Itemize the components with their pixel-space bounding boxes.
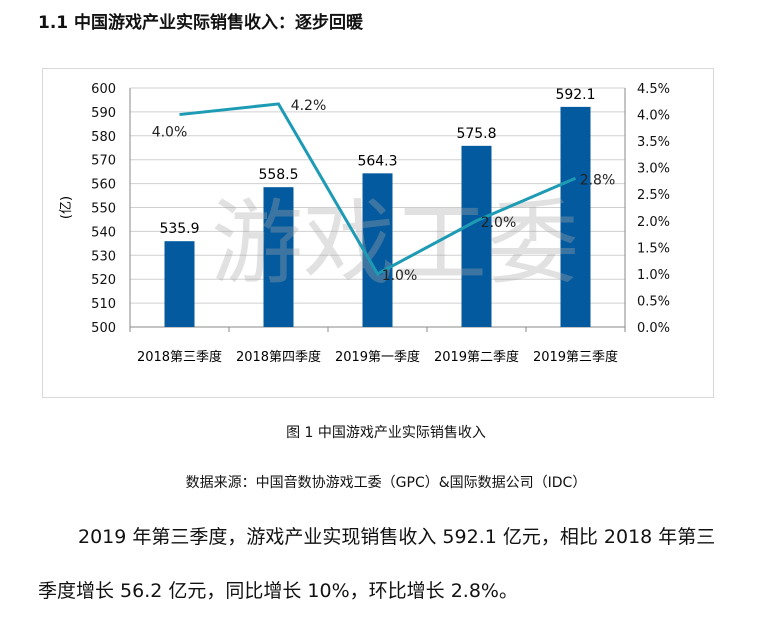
y2-tick-label: 4.0% <box>637 109 670 124</box>
bar-data-label: 575.8 <box>456 126 496 142</box>
x-tick-label: 2019第二季度 <box>434 349 519 365</box>
y-tick-label: 510 <box>91 297 116 312</box>
bar <box>461 145 492 327</box>
y-tick-label: 580 <box>91 130 116 145</box>
watermark: 游戏工委 <box>211 190 579 297</box>
data-source: 数据来源：中国音数协游戏工委（GPC）&国际数据公司（IDC） <box>185 475 587 491</box>
y2-tick-label: 3.5% <box>637 135 670 150</box>
line-data-label: 1.0% <box>382 268 418 284</box>
bar-data-label: 592.1 <box>555 87 595 103</box>
y2-tick-label: 0.5% <box>637 294 670 309</box>
chart-frame <box>42 68 714 398</box>
paragraph-line-2: 季度增长 56.2 亿元，同比增长 10%，环比增长 2.8%。 <box>38 580 518 602</box>
line-data-label: 2.0% <box>481 215 517 231</box>
bar <box>164 241 195 327</box>
line-data-label: 4.0% <box>152 125 188 141</box>
x-tick-label: 2019第三季度 <box>533 349 618 365</box>
y2-tick-label: 1.0% <box>637 268 670 283</box>
x-tick-label: 2018第三季度 <box>137 349 222 365</box>
line-data-label: 4.2% <box>291 98 327 114</box>
bar <box>263 187 294 327</box>
y2-tick-label: 0.0% <box>637 321 670 336</box>
y-tick-label: 590 <box>91 106 116 121</box>
chart: 500 510 520 530 540 550 560 570 580 590 600 0.0% 0.5… <box>59 82 670 365</box>
growth-line <box>179 102 577 276</box>
line-data-label: 2.8% <box>580 172 616 188</box>
section-heading: 1.1 中国游戏产业实际销售收入：逐步回暖 <box>38 13 364 33</box>
y-tick-label: 560 <box>91 178 116 193</box>
y-tick-label: 540 <box>91 225 116 240</box>
y2-tick-label: 1.5% <box>637 241 670 256</box>
y-tick-label: 600 <box>91 82 116 97</box>
bar-data-label: 535.9 <box>159 221 199 237</box>
bar <box>362 173 393 327</box>
paragraph-line-1: 2019 年第三季度，游戏产业实现销售收入 592.1 亿元，相比 2018 年… <box>78 526 716 548</box>
y2-tick-label: 4.5% <box>637 82 670 97</box>
bar-data-label: 558.5 <box>258 167 298 183</box>
figure-caption: 图 1 中国游戏产业实际销售收入 <box>286 425 486 441</box>
y-tick-label: 550 <box>91 202 116 217</box>
x-tick-label: 2018第四季度 <box>236 349 321 365</box>
y-tick-label: 530 <box>91 249 116 264</box>
y-tick-label: 570 <box>91 154 116 169</box>
y2-tick-label: 3.0% <box>637 162 670 177</box>
y2-tick-label: 2.0% <box>637 215 670 230</box>
y-tick-label: 520 <box>91 273 116 288</box>
y-axis-label: (亿) <box>59 196 74 219</box>
bar-data-label: 564.3 <box>357 153 397 169</box>
bar <box>560 106 591 327</box>
y2-tick-label: 2.5% <box>637 188 670 203</box>
x-tick-label: 2019第一季度 <box>335 349 420 365</box>
y-tick-label: 500 <box>91 321 116 336</box>
